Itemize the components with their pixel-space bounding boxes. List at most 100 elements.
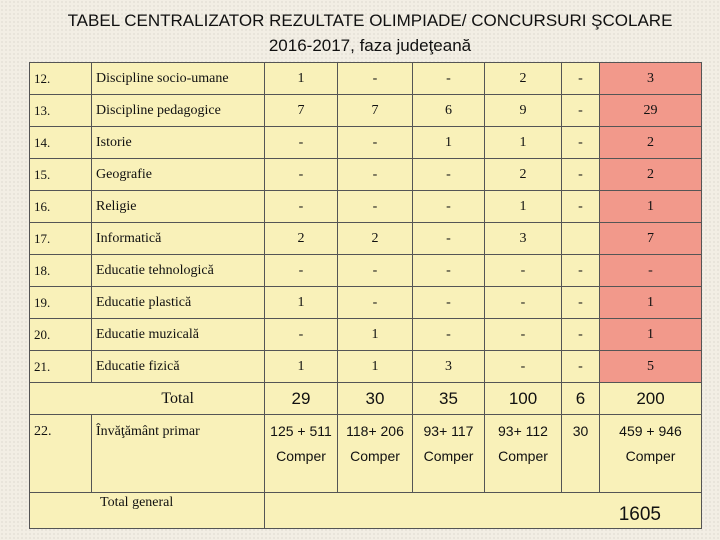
table-row: 21. Educatie fizică 1 1 3- -5: [29, 350, 702, 383]
cell: -: [337, 126, 413, 159]
grand-total-row: Total general 1605: [29, 492, 702, 529]
title-line-2: 2016-2017, faza judeţeană: [268, 36, 472, 55]
cell: -: [337, 190, 413, 223]
table-row: 20. Educatie muzicală -1- - -1: [29, 318, 702, 351]
row-label: Religie: [91, 190, 265, 223]
cell: 3: [484, 222, 562, 255]
table-body: 12. Discipline socio-umane 1- -2-3 13. Discip…: [29, 62, 702, 529]
cell: -: [412, 318, 485, 351]
cell: -: [337, 286, 413, 319]
cell: 29: [599, 94, 702, 127]
cell: -: [561, 94, 600, 127]
primar-row: 22. Învăţământ primar 125 + 511 Comper 1…: [29, 414, 702, 493]
primar-cell: 459 + 946 Comper: [599, 414, 702, 493]
total-row: Total 29 30 35 100 6 200: [29, 382, 702, 415]
total-cell: 6: [561, 382, 600, 415]
cell: 2: [484, 62, 562, 95]
cell: 7: [264, 94, 338, 127]
cell: -: [484, 254, 562, 287]
cell: -: [412, 190, 485, 223]
cell: -: [264, 126, 338, 159]
cell: -: [561, 350, 600, 383]
cell: 3: [599, 62, 702, 95]
cell: 2: [599, 158, 702, 191]
row-label: Învăţământ primar: [91, 414, 265, 493]
cell: 1: [337, 318, 413, 351]
row-label: Educatie muzicală: [91, 318, 265, 351]
row-label: Educatie plastică: [91, 286, 265, 319]
table-row: 13. Discipline pedagogice 7 7 6 9-29: [29, 94, 702, 127]
row-number: 22.: [29, 414, 92, 493]
title-line-1: TABEL CENTRALIZATOR REZULTATE OLIMPIADE/…: [67, 11, 673, 30]
page-title: TABEL CENTRALIZATOR REZULTATE OLIMPIADE/…: [0, 8, 720, 58]
table-row: 16. Religie - - -1-1: [29, 190, 702, 223]
cell: -: [599, 254, 702, 287]
cell: -: [561, 254, 600, 287]
table-row: 18. Educatie tehnologică - - - - - -: [29, 254, 702, 287]
cell: 1: [264, 286, 338, 319]
total-cell: 200: [599, 382, 702, 415]
cell: -: [561, 126, 600, 159]
cell: -: [412, 286, 485, 319]
row-label: Discipline socio-umane: [91, 62, 265, 95]
cell: -: [264, 254, 338, 287]
cell: -: [412, 222, 485, 255]
cell: 1: [412, 126, 485, 159]
total-label: Total: [29, 382, 265, 415]
primar-cell: 125 + 511 Comper: [264, 414, 338, 493]
cell: 1: [264, 350, 338, 383]
cell: 1: [599, 190, 702, 223]
row-number: 21.: [29, 350, 92, 383]
row-label: Discipline pedagogice: [91, 94, 265, 127]
row-number: 14.: [29, 126, 92, 159]
cell: 9: [484, 94, 562, 127]
cell: 1: [264, 62, 338, 95]
total-cell: 100: [484, 382, 562, 415]
row-number: 18.: [29, 254, 92, 287]
grand-total-value: 1605: [264, 492, 702, 529]
table-row: 19. Educatie plastică 1- - - -1: [29, 286, 702, 319]
results-table: 12. Discipline socio-umane 1- -2-3 13. Discip…: [29, 62, 702, 529]
cell: [561, 222, 600, 255]
cell: 1: [599, 286, 702, 319]
total-cell: 29: [264, 382, 338, 415]
cell: 7: [599, 222, 702, 255]
cell: -: [264, 318, 338, 351]
cell: 2: [264, 222, 338, 255]
cell: -: [264, 158, 338, 191]
cell: 2: [599, 126, 702, 159]
row-number: 13.: [29, 94, 92, 127]
row-number: 12.: [29, 62, 92, 95]
cell: 1: [484, 190, 562, 223]
cell: -: [561, 286, 600, 319]
cell: -: [561, 158, 600, 191]
cell: -: [337, 158, 413, 191]
cell: 2: [337, 222, 413, 255]
cell: -: [412, 158, 485, 191]
row-label: Educatie fizică: [91, 350, 265, 383]
cell: 1: [599, 318, 702, 351]
cell: 2: [484, 158, 562, 191]
cell: -: [337, 254, 413, 287]
row-number: 19.: [29, 286, 92, 319]
table-row: 14. Istorie - -1 1-2: [29, 126, 702, 159]
cell: 1: [337, 350, 413, 383]
cell: -: [264, 190, 338, 223]
primar-cell: 93+ 112 Comper: [484, 414, 562, 493]
cell: -: [484, 286, 562, 319]
cell: -: [561, 318, 600, 351]
cell: 6: [412, 94, 485, 127]
table-row: 17. Informatică 2 2-3 7: [29, 222, 702, 255]
row-number: 17.: [29, 222, 92, 255]
cell: -: [484, 350, 562, 383]
cell: -: [412, 254, 485, 287]
primar-cell: 93+ 117 Comper: [412, 414, 485, 493]
grand-total-label: Total general: [29, 492, 265, 529]
row-label: Istorie: [91, 126, 265, 159]
total-cell: 30: [337, 382, 413, 415]
table-row: 12. Discipline socio-umane 1- -2-3: [29, 62, 702, 95]
cell: -: [561, 62, 600, 95]
primar-cell: 30: [561, 414, 600, 493]
cell: -: [412, 62, 485, 95]
cell: 3: [412, 350, 485, 383]
